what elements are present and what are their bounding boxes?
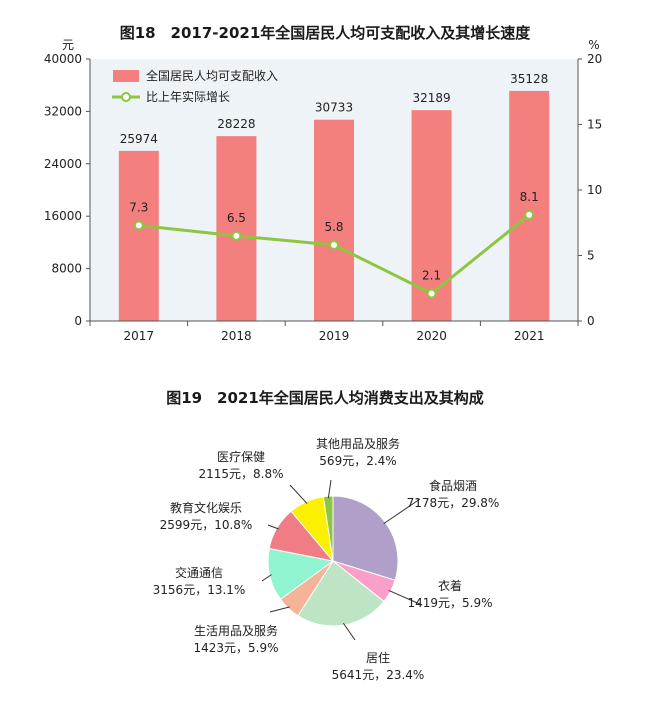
- pie-leader-line: [327, 479, 332, 499]
- pie-slice-name: 其他用品及服务: [316, 436, 400, 451]
- right-axis-unit: %: [588, 38, 599, 52]
- x-tick-label: 2021: [514, 329, 545, 343]
- pie-title: 图19 2021年全国居民人均消费支出及其构成: [166, 389, 484, 407]
- pie-slice-name: 居住: [366, 651, 390, 665]
- income-bar: [118, 150, 159, 321]
- pie-slice-detail: 2599元，10.8%: [160, 518, 253, 532]
- right-tick-label: 0: [587, 314, 595, 328]
- pie-leader-line: [388, 589, 423, 606]
- legend-swatch-growth-marker: [121, 92, 131, 102]
- income-bar-label: 35128: [510, 72, 548, 86]
- pie-slice-detail: 7178元，29.8%: [407, 496, 500, 510]
- x-tick-label: 2017: [124, 329, 155, 343]
- pie-leader-line: [261, 574, 272, 582]
- left-tick-label: 0: [74, 314, 82, 328]
- right-tick-label: 20: [587, 52, 602, 66]
- left-tick-label: 40000: [44, 52, 82, 66]
- pie-slice-detail: 3156元，13.1%: [153, 583, 246, 597]
- pie-leader-line: [289, 484, 308, 504]
- pie-slice-detail: 5641元，23.4%: [332, 668, 425, 682]
- growth-point: [524, 209, 535, 220]
- pie-slice-name: 教育文化娱乐: [170, 500, 242, 515]
- income-bar-label: 32189: [413, 91, 451, 105]
- right-tick-label: 15: [587, 118, 602, 132]
- income-bar-labels: 25974 28228 30733 32189 35128: [120, 72, 549, 146]
- x-tick-label: 2019: [319, 329, 350, 343]
- pie-slice-name: 食品烟酒: [429, 478, 477, 493]
- pie-slice-detail: 569元，2.4%: [319, 454, 396, 468]
- pie-leader-line: [342, 622, 356, 641]
- growth-point-label: 2.1: [422, 268, 441, 282]
- x-tick-label: 2020: [416, 329, 447, 343]
- growth-point-label: 7.3: [129, 200, 148, 214]
- chart-title: 图18 2017-2021年全国居民人均可支配收入及其增长速度: [120, 24, 532, 42]
- growth-line-series: 7.3 6.5 5.8 2.1 8.1: [129, 190, 539, 299]
- pie-slice-detail: 1423元，5.9%: [193, 641, 278, 655]
- pie-slice-name: 交通通信: [175, 565, 223, 580]
- growth-point: [426, 288, 437, 299]
- income-bar-label: 25974: [120, 132, 158, 146]
- consumption-chart: 图19 2021年全国居民人均消费支出及其构成 食品烟酒 7178元，29.8% 衣…: [153, 389, 500, 682]
- left-tick-label: 8000: [51, 262, 82, 276]
- pie-leader-line: [269, 606, 290, 613]
- income-bars: [118, 90, 550, 322]
- income-bar-label: 28228: [217, 117, 255, 131]
- left-axis-ticks: 0 8000 16000 24000 32000 40000: [44, 52, 91, 328]
- pie-slice-name: 衣着: [438, 578, 462, 593]
- pie-slice-detail: 1419元，5.9%: [407, 596, 492, 610]
- income-bar: [216, 136, 257, 321]
- growth-point: [329, 240, 339, 251]
- legend-label-income: 全国居民人均可支配收入: [146, 68, 278, 83]
- chart-legend: 全国居民人均可支配收入 比上年实际增长: [112, 68, 278, 104]
- pie-slice: [297, 560, 385, 627]
- pie-slices: [267, 495, 399, 627]
- growth-point-label: 5.8: [324, 220, 343, 234]
- income-chart: 图18 2017-2021年全国居民人均可支配收入及其增长速度 元 % 0 800…: [44, 24, 602, 343]
- left-axis-unit: 元: [62, 38, 74, 52]
- legend-swatch-income: [113, 70, 139, 82]
- x-tick-label: 2018: [221, 329, 252, 343]
- x-axis-ticks: 2017 2018 2019 2020 2021: [89, 320, 579, 343]
- right-tick-label: 10: [587, 183, 602, 197]
- right-axis-ticks: 0 5 10 15 20: [577, 52, 602, 328]
- pie-slice-name: 医疗保健: [217, 450, 265, 464]
- growth-point: [133, 220, 144, 231]
- pie-leader-line: [383, 498, 421, 525]
- left-tick-label: 16000: [44, 209, 82, 223]
- growth-point: [231, 230, 242, 241]
- pie-leader-line: [267, 524, 279, 530]
- pie-slice-labels: 食品烟酒 7178元，29.8% 衣着 1419元，5.9% 居住 5641元，23.4%…: [153, 436, 500, 682]
- income-bar: [314, 119, 354, 321]
- pie-slice-detail: 2115元，8.8%: [198, 467, 283, 481]
- pie-slice-name: 生活用品及服务: [194, 623, 278, 638]
- left-tick-label: 32000: [44, 104, 82, 118]
- legend-label-growth: 比上年实际增长: [146, 89, 230, 104]
- right-tick-label: 5: [587, 249, 595, 263]
- income-bar: [509, 90, 550, 322]
- left-tick-label: 24000: [44, 157, 82, 171]
- growth-point-label: 6.5: [227, 211, 246, 225]
- pie-leader-lines: [261, 479, 423, 641]
- growth-point-label: 8.1: [520, 190, 539, 204]
- income-bar-label: 30733: [315, 101, 353, 115]
